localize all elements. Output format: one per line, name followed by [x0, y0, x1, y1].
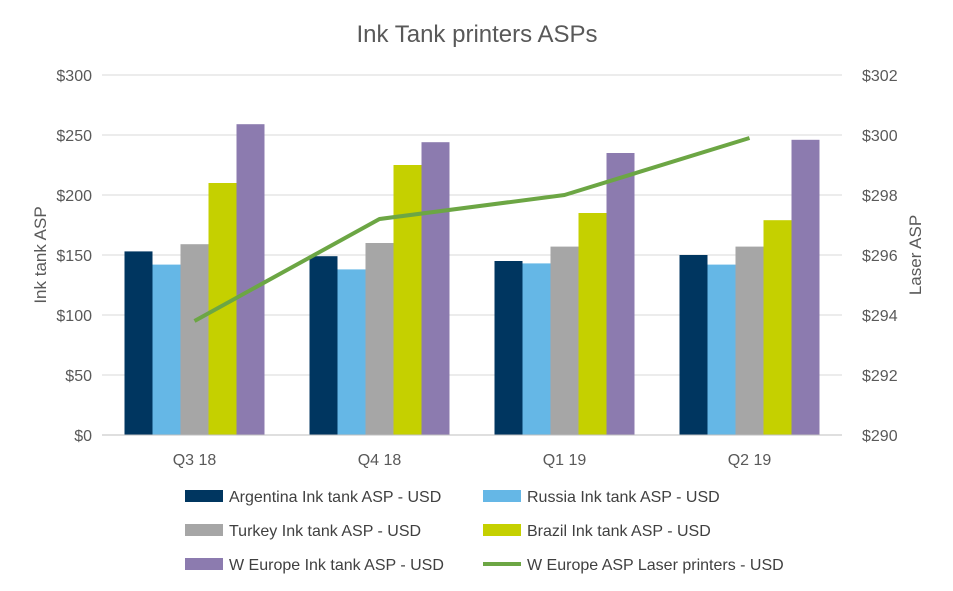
bar [550, 246, 579, 435]
bar [393, 165, 422, 435]
legend-swatch [185, 558, 223, 570]
bar [707, 264, 736, 435]
y2-tick-label: $294 [862, 308, 898, 325]
legend: Argentina Ink tank ASP - USD Russia Ink t… [185, 489, 784, 574]
bar [791, 139, 820, 436]
y2-axis-title: Laser ASP [906, 215, 925, 295]
x-tick-label: Q2 19 [728, 452, 772, 469]
y2-tick-label: $302 [862, 68, 898, 85]
y-tick-label: $200 [56, 188, 92, 205]
legend-swatch [483, 490, 521, 502]
y-tick-label: $150 [56, 248, 92, 265]
y-tick-label: $50 [65, 368, 92, 385]
legend-swatch [483, 524, 521, 536]
bars [124, 124, 820, 436]
y-tick-label: $100 [56, 308, 92, 325]
y-axis-title: Ink tank ASP [31, 206, 50, 303]
legend-label: Argentina Ink tank ASP - USD [229, 489, 441, 506]
legend-label: Brazil Ink tank ASP - USD [527, 523, 711, 540]
legend-swatch [185, 524, 223, 536]
x-tick-label: Q4 18 [358, 452, 402, 469]
bar [365, 243, 394, 435]
bar [236, 124, 265, 435]
bar [309, 256, 338, 435]
y2-tick-label: $300 [862, 128, 898, 145]
bar [578, 213, 607, 435]
y2-tick-label: $290 [862, 428, 898, 445]
axes: $0 $50 $100 $150 $200 $250 $300 $290 $292 $294 $29… [56, 68, 897, 469]
bar [522, 263, 551, 435]
legend-label: W Europe ASP Laser printers - USD [527, 557, 784, 574]
bar [124, 251, 153, 435]
series-line [193, 136, 751, 323]
bar [679, 255, 708, 435]
bar [494, 261, 523, 435]
legend-label: Turkey Ink tank ASP - USD [229, 523, 421, 540]
bar [421, 142, 450, 435]
chart-title: Ink Tank printers ASPs [356, 21, 597, 48]
bar [152, 264, 181, 435]
y-tick-label: $300 [56, 68, 92, 85]
y2-tick-label: $298 [862, 188, 898, 205]
bar [180, 244, 209, 435]
bar [763, 220, 792, 435]
x-tick-label: Q1 19 [543, 452, 587, 469]
line-series [193, 136, 751, 323]
x-tick-label: Q3 18 [173, 452, 217, 469]
y2-tick-label: $292 [862, 368, 898, 385]
legend-swatch [185, 490, 223, 502]
y2-tick-label: $296 [862, 248, 898, 265]
y-tick-label: $250 [56, 128, 92, 145]
bar [606, 153, 635, 435]
legend-label: Russia Ink tank ASP - USD [527, 489, 720, 506]
bar [337, 269, 366, 435]
bar [735, 246, 764, 435]
legend-label: W Europe Ink tank ASP - USD [229, 557, 444, 574]
y-tick-label: $0 [74, 428, 92, 445]
